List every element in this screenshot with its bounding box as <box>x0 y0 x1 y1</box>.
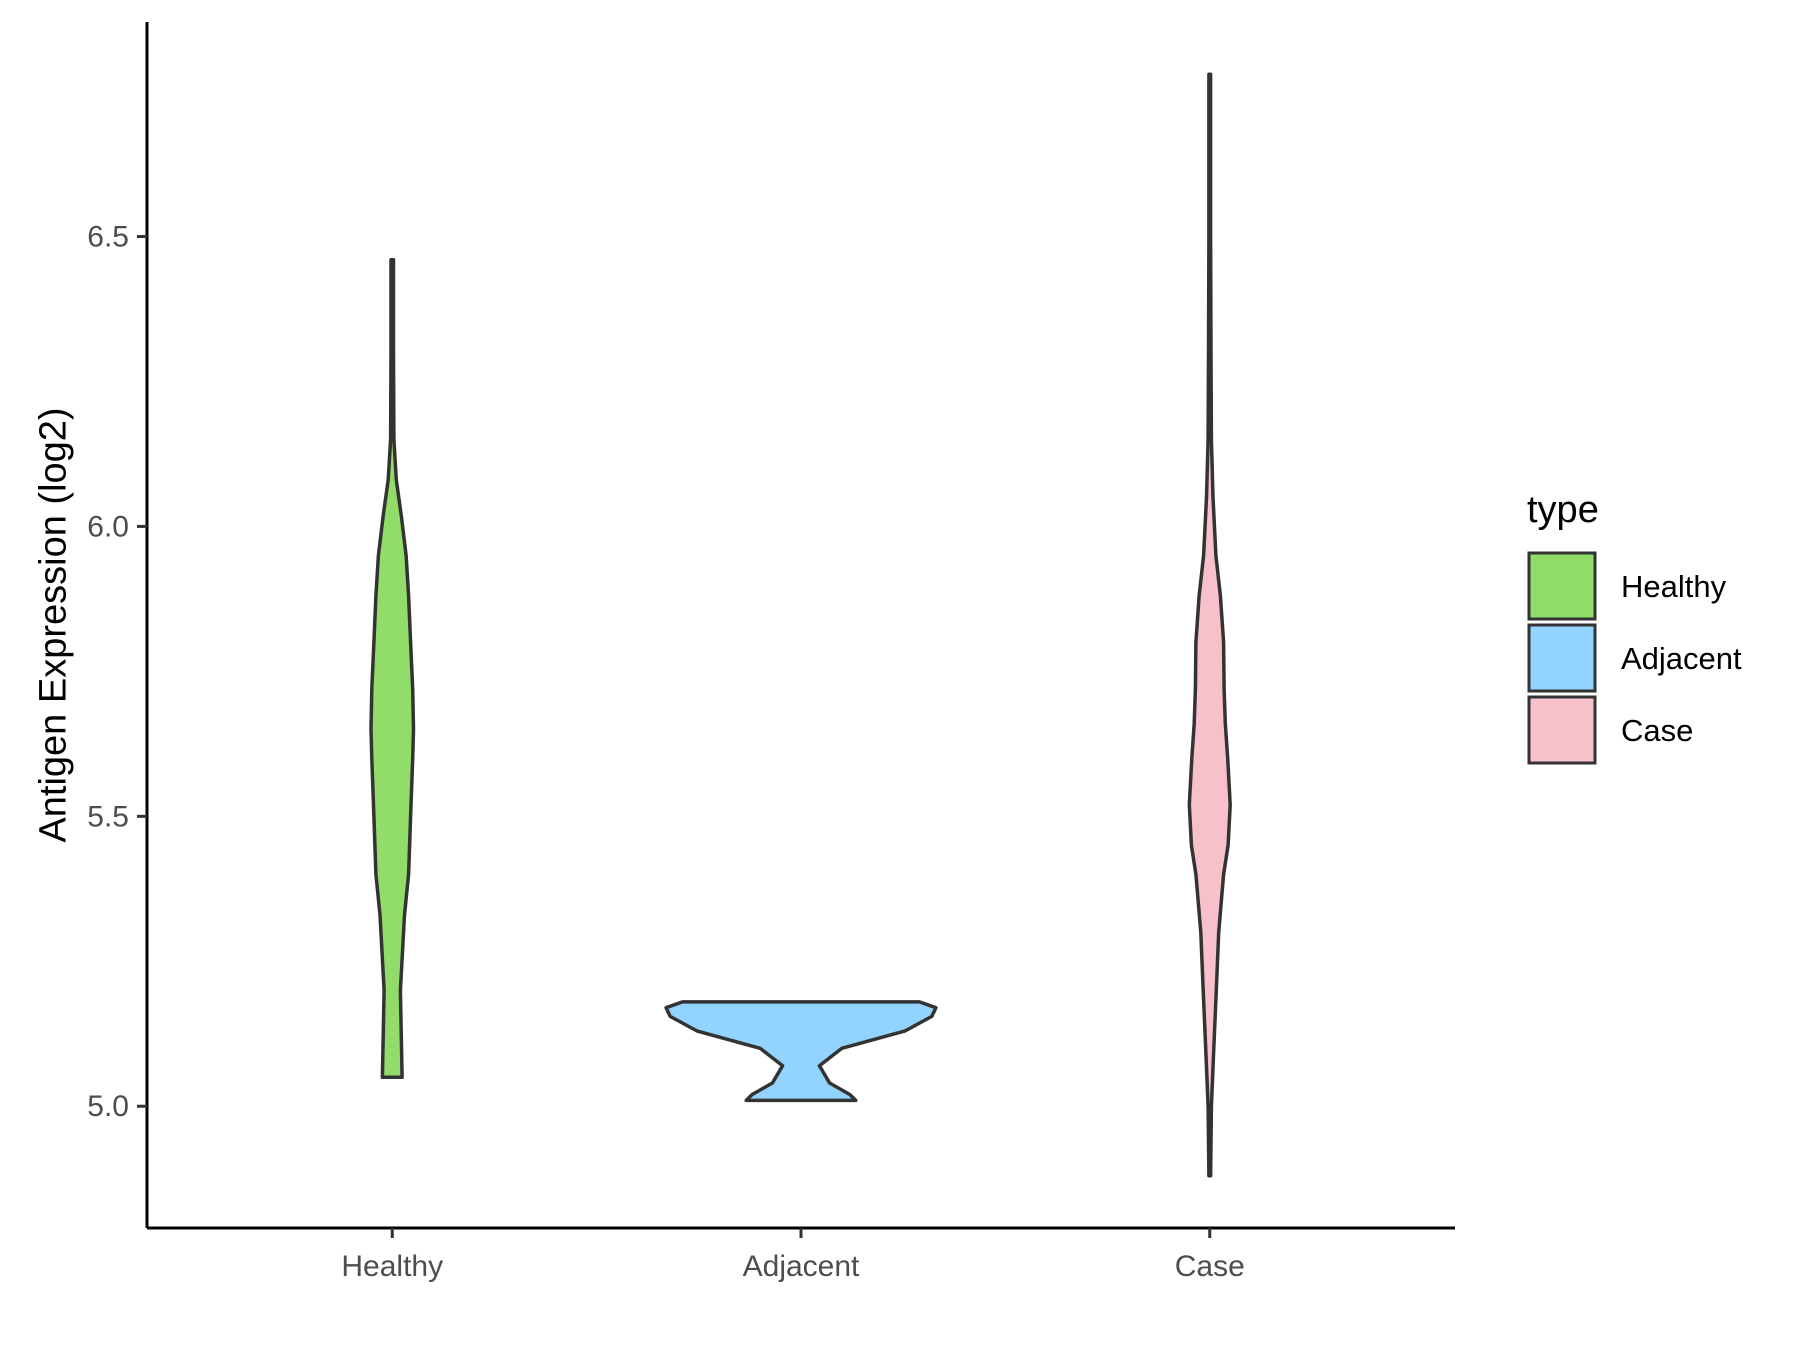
legend: type Healthy Adjacent Case <box>1527 489 1742 765</box>
y-tick-label: 6.0 <box>87 510 129 543</box>
x-axis-ticks: Healthy Adjacent Case <box>341 1228 1245 1283</box>
legend-label-case: Case <box>1621 713 1693 748</box>
legend-label-healthy: Healthy <box>1621 569 1727 604</box>
violin-healthy <box>369 257 416 1080</box>
legend-title: type <box>1527 489 1599 531</box>
violin-adjacent <box>664 1000 938 1103</box>
x-tick-label: Case <box>1175 1250 1245 1283</box>
y-axis-title: Antigen Expression (log2) <box>32 407 74 842</box>
legend-key-case <box>1527 695 1597 765</box>
y-tick-label: 5.5 <box>87 800 129 833</box>
x-tick-label: Healthy <box>341 1250 443 1283</box>
legend-key-healthy <box>1527 551 1597 621</box>
y-axis-ticks: 5.0 5.5 6.0 6.5 <box>87 221 147 1123</box>
legend-key-adjacent <box>1527 623 1597 693</box>
x-tick-label: Adjacent <box>743 1250 860 1283</box>
legend-entries: Healthy Adjacent Case <box>1527 551 1742 765</box>
violin-layer <box>369 72 1232 1178</box>
y-tick-label: 5.0 <box>87 1090 129 1123</box>
y-tick-label: 6.5 <box>87 221 129 254</box>
violin-case <box>1187 72 1232 1178</box>
legend-label-adjacent: Adjacent <box>1621 641 1742 676</box>
